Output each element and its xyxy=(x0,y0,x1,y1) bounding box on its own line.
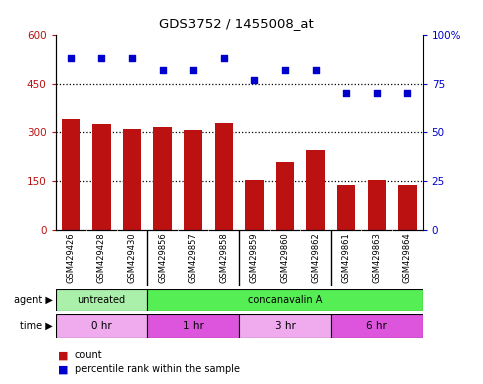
Text: untreated: untreated xyxy=(77,295,126,305)
Text: GSM429860: GSM429860 xyxy=(281,232,289,283)
Point xyxy=(189,67,197,73)
Bar xyxy=(368,180,386,230)
Bar xyxy=(92,124,111,230)
Text: agent ▶: agent ▶ xyxy=(14,295,53,305)
Text: GDS3752 / 1455008_at: GDS3752 / 1455008_at xyxy=(159,17,314,30)
Text: GSM429857: GSM429857 xyxy=(189,232,198,283)
Text: GSM429864: GSM429864 xyxy=(403,232,412,283)
Text: 3 hr: 3 hr xyxy=(274,321,296,331)
Point xyxy=(342,90,350,96)
Bar xyxy=(306,151,325,230)
Point xyxy=(373,90,381,96)
Point xyxy=(403,90,411,96)
Bar xyxy=(276,162,294,230)
Text: GSM429856: GSM429856 xyxy=(158,232,167,283)
Text: ■: ■ xyxy=(58,350,69,360)
Point xyxy=(159,67,167,73)
Point xyxy=(281,67,289,73)
Text: GSM429428: GSM429428 xyxy=(97,232,106,283)
Text: GSM429861: GSM429861 xyxy=(341,232,351,283)
Text: GSM429862: GSM429862 xyxy=(311,232,320,283)
Bar xyxy=(147,314,239,338)
Bar xyxy=(56,314,147,338)
Point xyxy=(220,55,227,61)
Text: GSM429430: GSM429430 xyxy=(128,232,137,283)
Text: ■: ■ xyxy=(58,364,69,374)
Point xyxy=(67,55,75,61)
Bar xyxy=(214,123,233,230)
Text: percentile rank within the sample: percentile rank within the sample xyxy=(75,364,240,374)
Bar xyxy=(56,289,147,311)
Text: 0 hr: 0 hr xyxy=(91,321,112,331)
Bar xyxy=(123,129,141,230)
Text: GSM429859: GSM429859 xyxy=(250,232,259,283)
Point xyxy=(98,55,105,61)
Text: count: count xyxy=(75,350,102,360)
Text: time ▶: time ▶ xyxy=(20,321,53,331)
Bar xyxy=(337,185,355,230)
Bar xyxy=(331,314,423,338)
Point xyxy=(128,55,136,61)
Text: GSM429863: GSM429863 xyxy=(372,232,381,283)
Bar xyxy=(154,127,172,230)
Text: 1 hr: 1 hr xyxy=(183,321,204,331)
Bar xyxy=(398,185,416,230)
Text: 6 hr: 6 hr xyxy=(366,321,387,331)
Bar xyxy=(245,180,264,230)
Bar xyxy=(239,314,331,338)
Point xyxy=(251,76,258,83)
Bar xyxy=(147,289,423,311)
Text: GSM429426: GSM429426 xyxy=(66,232,75,283)
Text: concanavalin A: concanavalin A xyxy=(248,295,322,305)
Point xyxy=(312,67,319,73)
Text: GSM429858: GSM429858 xyxy=(219,232,228,283)
Bar xyxy=(62,119,80,230)
Bar xyxy=(184,130,202,230)
